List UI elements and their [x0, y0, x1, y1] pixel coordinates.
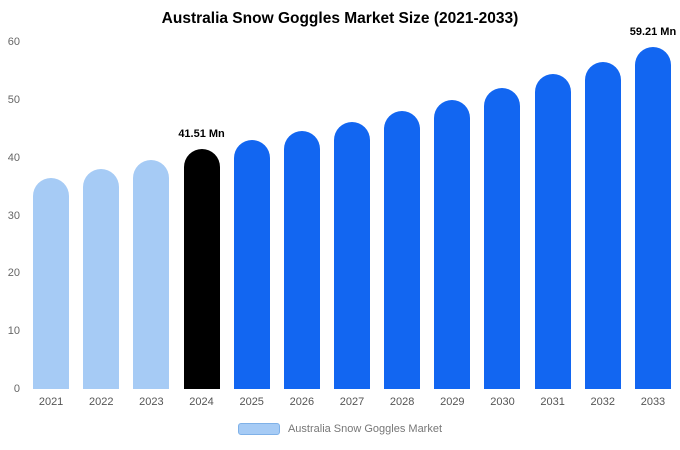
bar-column-2026	[277, 42, 327, 389]
bar-column-2028	[377, 42, 427, 389]
bar-column-2033: 59.21 Mn	[628, 26, 678, 389]
bar-column-2025	[227, 42, 277, 389]
legend-label: Australia Snow Goggles Market	[287, 423, 443, 435]
bar-2029	[434, 99, 471, 389]
y-axis-tick-label: 30	[7, 209, 20, 222]
bar-column-2024: 41.51 Mn	[176, 42, 226, 389]
y-axis-tick-label: 40	[7, 151, 20, 164]
bar-column-2027	[327, 42, 377, 389]
y-axis-tick-label: 20	[7, 267, 20, 280]
y-axis-tick-label: 0	[13, 383, 20, 395]
bar-2027	[334, 121, 371, 389]
x-axis-label-2027: 2027	[339, 396, 365, 408]
x-axis-label-2021: 2021	[38, 396, 64, 408]
bar-column-2022	[76, 42, 126, 389]
bar-column-2031	[528, 42, 578, 389]
bar-column-2023	[126, 42, 176, 389]
bar-2033	[634, 46, 671, 389]
x-axis-label-2031: 2031	[540, 396, 565, 408]
bar-2024	[183, 148, 220, 389]
bar-value-label-2024: 41.51 Mn	[178, 127, 225, 140]
bar-2031	[534, 74, 571, 389]
plot-area: 41.51 Mn 59.21 Mn	[26, 26, 678, 389]
x-axis-label-2030: 2030	[490, 396, 515, 408]
bar-value-label-2033: 59.21 Mn	[629, 25, 677, 38]
x-axis-label-2029: 2029	[440, 396, 465, 408]
x-axis: 2021 2022 2023 2024 2025 2026 2027 2028 2029 2030…	[26, 396, 678, 408]
y-axis-tick-label: 60	[7, 36, 20, 48]
bar-column-2029	[427, 42, 477, 389]
x-axis-label-2022: 2022	[88, 396, 114, 408]
bar-2032	[584, 62, 621, 389]
legend: Australia Snow Goggles Market	[0, 423, 680, 435]
bar-column-2030	[477, 42, 527, 389]
bar-column-2032	[578, 42, 628, 389]
bar-column-2021	[26, 42, 76, 389]
y-axis: 0 10 20 30 40 50 60	[0, 36, 24, 395]
bar-2026	[283, 131, 320, 389]
x-axis-label-2024: 2024	[189, 396, 214, 408]
x-axis-label-2033: 2033	[640, 396, 666, 408]
x-axis-label-2025: 2025	[239, 396, 264, 408]
bar-2028	[384, 111, 421, 389]
y-axis-tick-label: 10	[7, 325, 20, 338]
bar-2030	[484, 88, 521, 389]
x-axis-label-2023: 2023	[139, 396, 164, 408]
x-axis-label-2028: 2028	[389, 396, 415, 408]
x-axis-label-2026: 2026	[289, 396, 315, 408]
x-axis-label-2032: 2032	[590, 396, 616, 408]
bar-2022	[83, 169, 120, 389]
y-axis-tick-label: 50	[7, 93, 20, 106]
legend-swatch	[237, 423, 280, 435]
bar-2021	[33, 177, 70, 389]
bar-2025	[233, 140, 270, 389]
bar-2023	[133, 159, 170, 389]
chart-title: Australia Snow Goggles Market Size (2021…	[161, 10, 519, 27]
